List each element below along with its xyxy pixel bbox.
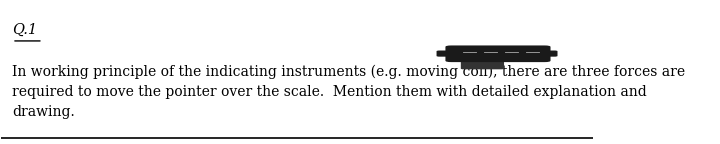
FancyBboxPatch shape bbox=[461, 59, 504, 69]
Text: In working principle of the indicating instruments (e.g. moving coil), there are: In working principle of the indicating i… bbox=[12, 65, 685, 119]
Text: Q.1: Q.1 bbox=[12, 23, 37, 37]
FancyBboxPatch shape bbox=[541, 51, 557, 57]
FancyBboxPatch shape bbox=[446, 46, 551, 62]
FancyBboxPatch shape bbox=[436, 51, 452, 57]
